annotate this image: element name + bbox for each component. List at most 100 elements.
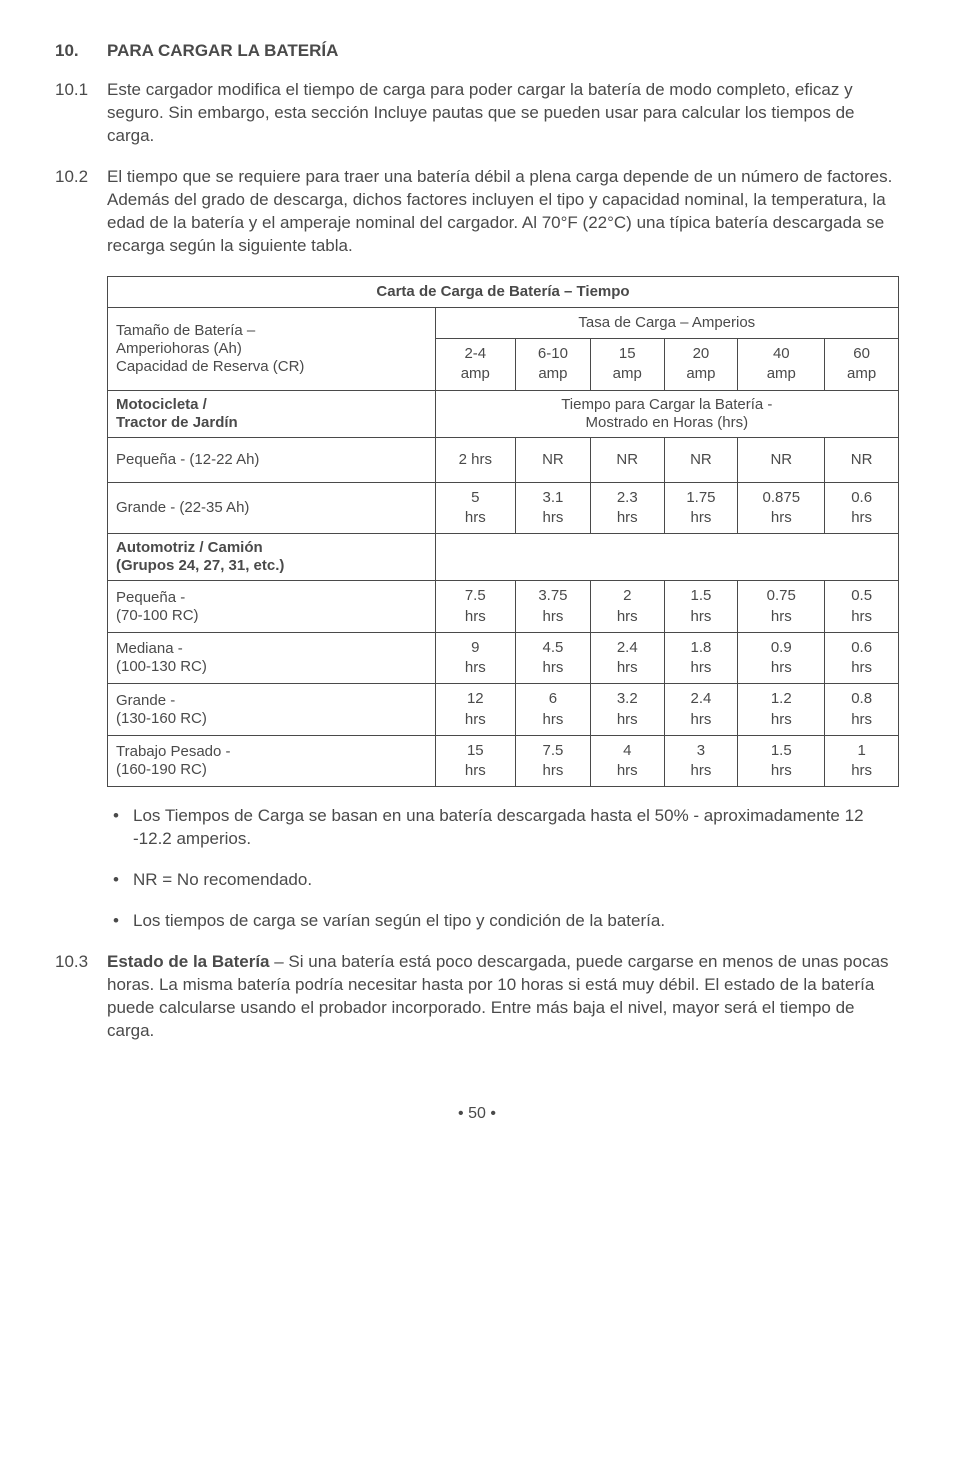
row-label-line: (130-160 RC): [116, 710, 427, 728]
paragraph-10-2: 10.2 El tiempo que se requiere para trae…: [55, 166, 899, 258]
table-row: Mediana - (100-130 RC) 9 hrs 4.5 hrs 2.4…: [108, 632, 899, 684]
cell: 1.5 hrs: [664, 581, 738, 633]
cell: 1.5 hrs: [738, 735, 825, 787]
cell: 0.6 hrs: [825, 482, 899, 534]
cell: 0.8 hrs: [825, 684, 899, 736]
cell: NR: [825, 437, 899, 482]
amp-col: 6-10 amp: [515, 339, 590, 391]
cell: 0.75 hrs: [738, 581, 825, 633]
bullet-text: NR = No recomendado.: [133, 869, 899, 892]
cell: 1.2 hrs: [738, 684, 825, 736]
cell: 9 hrs: [435, 632, 515, 684]
bullet-text: Los tiempos de carga se varían según el …: [133, 910, 899, 933]
section-note-line: Mostrado en Horas (hrs): [444, 414, 890, 432]
section-note-line: Tiempo para Cargar la Batería -: [444, 396, 890, 414]
cell: 4 hrs: [590, 735, 664, 787]
bullet-list: • Los Tiempos de Carga se basan en una b…: [107, 805, 899, 933]
cell: 1.75 hrs: [664, 482, 738, 534]
paragraph-body: Estado de la Batería – Si una batería es…: [107, 951, 899, 1043]
row-label: Pequeña - (12-22 Ah): [108, 437, 436, 482]
cell: 3 hrs: [664, 735, 738, 787]
cell: 3.2 hrs: [590, 684, 664, 736]
heading-number: 10.: [55, 40, 107, 63]
cell: NR: [738, 437, 825, 482]
table-row: Pequeña - (70-100 RC) 7.5 hrs 3.75 hrs 2…: [108, 581, 899, 633]
cell: 2 hrs: [435, 437, 515, 482]
paragraph-number: 10.2: [55, 166, 107, 258]
cell: NR: [664, 437, 738, 482]
row-label-line: (70-100 RC): [116, 607, 427, 625]
cell: 1.8 hrs: [664, 632, 738, 684]
section-heading: 10. PARA CARGAR LA BATERÍA: [55, 40, 899, 63]
amp-col: 40 amp: [738, 339, 825, 391]
cell: 1 hrs: [825, 735, 899, 787]
cell: 2.3 hrs: [590, 482, 664, 534]
cell: 3.1 hrs: [515, 482, 590, 534]
paragraph-body: El tiempo que se requiere para traer una…: [107, 166, 899, 258]
charge-table-container: Carta de Carga de Batería – Tiempo Tamañ…: [107, 276, 899, 788]
amp-col: 20 amp: [664, 339, 738, 391]
table-row: Pequeña - (12-22 Ah) 2 hrs NR NR NR NR N…: [108, 437, 899, 482]
cell: 15 hrs: [435, 735, 515, 787]
cell: 0.875 hrs: [738, 482, 825, 534]
row-label: Trabajo Pesado - (160-190 RC): [108, 735, 436, 787]
row-label: Mediana - (100-130 RC): [108, 632, 436, 684]
paragraph-body: Este cargador modifica el tiempo de carg…: [107, 79, 899, 148]
row-label-line: Mediana -: [116, 640, 427, 658]
section-label-line: Automotriz / Camión: [116, 539, 427, 557]
cell: 7.5 hrs: [435, 581, 515, 633]
cell: NR: [515, 437, 590, 482]
table-row: Grande - (130-160 RC) 12 hrs 6 hrs 3.2 h…: [108, 684, 899, 736]
row-label: Grande - (130-160 RC): [108, 684, 436, 736]
list-item: • NR = No recomendado.: [107, 869, 899, 892]
left-header-line: Capacidad de Reserva (CR): [116, 358, 427, 376]
heading-title: PARA CARGAR LA BATERÍA: [107, 40, 338, 63]
table-row: Trabajo Pesado - (160-190 RC) 15 hrs 7.5…: [108, 735, 899, 787]
row-label: Grande - (22-35 Ah): [108, 482, 436, 534]
paragraph-number: 10.3: [55, 951, 107, 1043]
paragraph-10-3: 10.3 Estado de la Batería – Si una bater…: [55, 951, 899, 1043]
cell: NR: [590, 437, 664, 482]
section-empty: [435, 534, 898, 581]
bullet-text: Los Tiempos de Carga se basan en una bat…: [133, 805, 899, 851]
charge-table: Carta de Carga de Batería – Tiempo Tamañ…: [107, 276, 899, 788]
paragraph-number: 10.1: [55, 79, 107, 148]
cell: 7.5 hrs: [515, 735, 590, 787]
table-row: Grande - (22-35 Ah) 5 hrs 3.1 hrs 2.3 hr…: [108, 482, 899, 534]
section-label: Motocicleta / Tractor de Jardín: [108, 390, 436, 437]
cell: 2 hrs: [590, 581, 664, 633]
rate-header: Tasa de Carga – Amperios: [435, 307, 898, 338]
cell: 0.5 hrs: [825, 581, 899, 633]
row-label-line: Grande -: [116, 692, 427, 710]
left-header-line: Amperiohoras (Ah): [116, 340, 427, 358]
section-label: Automotriz / Camión (Grupos 24, 27, 31, …: [108, 534, 436, 581]
bullet-icon: •: [107, 805, 133, 851]
cell: 3.75 hrs: [515, 581, 590, 633]
row-label: Pequeña - (70-100 RC): [108, 581, 436, 633]
cell: 2.4 hrs: [590, 632, 664, 684]
list-item: • Los Tiempos de Carga se basan en una b…: [107, 805, 899, 851]
cell: 2.4 hrs: [664, 684, 738, 736]
cell: 0.6 hrs: [825, 632, 899, 684]
table-title: Carta de Carga de Batería – Tiempo: [108, 276, 899, 307]
amp-col: 2-4 amp: [435, 339, 515, 391]
page-number: • 50 •: [55, 1103, 899, 1125]
row-label-line: (160-190 RC): [116, 761, 427, 779]
row-label-line: (100-130 RC): [116, 658, 427, 676]
section-note: Tiempo para Cargar la Batería - Mostrado…: [435, 390, 898, 437]
left-header-line: Tamaño de Batería –: [116, 322, 427, 340]
bullet-icon: •: [107, 910, 133, 933]
cell: 5 hrs: [435, 482, 515, 534]
paragraph-bold-lead: Estado de la Batería: [107, 952, 270, 971]
paragraph-10-1: 10.1 Este cargador modifica el tiempo de…: [55, 79, 899, 148]
cell: 4.5 hrs: [515, 632, 590, 684]
cell: 6 hrs: [515, 684, 590, 736]
amp-col: 60 amp: [825, 339, 899, 391]
section-label-line: Tractor de Jardín: [116, 414, 427, 432]
row-label-line: Trabajo Pesado -: [116, 743, 427, 761]
table-left-header: Tamaño de Batería – Amperiohoras (Ah) Ca…: [108, 307, 436, 390]
cell: 12 hrs: [435, 684, 515, 736]
list-item: • Los tiempos de carga se varían según e…: [107, 910, 899, 933]
section-label-line: (Grupos 24, 27, 31, etc.): [116, 557, 427, 575]
cell: 0.9 hrs: [738, 632, 825, 684]
